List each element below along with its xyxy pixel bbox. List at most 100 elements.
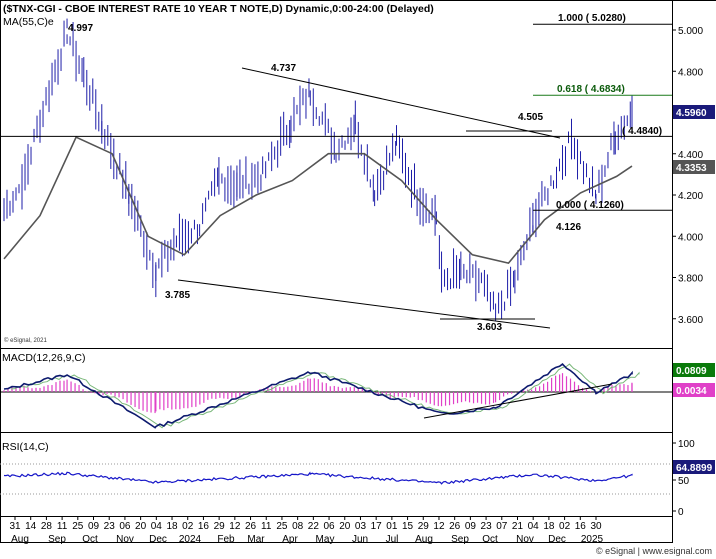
date-tick-label-29: 09 [465,521,477,532]
lower-channel-line [177,279,551,329]
annotation-high-nov: 4.505 [518,112,543,123]
tag-last-price-text: 4.5960 [676,108,707,119]
price-tick-label-7: 3.600 [678,315,703,326]
macd-panel [0,363,672,429]
panel-border-2 [0,432,673,517]
date-tick-label-30: 23 [481,521,493,532]
month-label-1: Sep [48,534,66,545]
annotation-high-apr: 4.737 [271,63,296,74]
date-tick-label-14: 12 [229,521,241,532]
rsi-tick-label-1: 50 [678,476,690,487]
date-tick-label-21: 20 [339,521,351,532]
date-tick-label-0: 31 [9,521,21,532]
month-label-3: Nov [116,534,134,545]
macd-signal-line [10,363,640,429]
tag-rsi: 64.8899 [673,460,715,474]
time-axis: 31 14 28 11 25 09 23 06 20 04 18 02 16 29 12 26 11 25 08 22… [9,516,604,545]
date-tick-label-22: 03 [355,521,367,532]
tag-last-price: 4.5960 [673,105,715,119]
date-tick-label-24: 01 [386,521,398,532]
annotation-low-jan: 3.785 [165,290,190,301]
date-tick-label-3: 11 [57,521,68,532]
date-tick-label-37: 30 [590,521,602,532]
date-tick-label-20: 06 [323,521,335,532]
date-tick-label-25: 15 [402,521,414,532]
month-label-13: Sep [451,534,469,545]
macd-legend: MACD(12,26,9,C) [2,352,85,364]
esignal-small-copyright: © eSignal, 2021 [4,337,47,344]
panel-border-0 [0,0,673,349]
ma55-line [3,136,633,264]
date-tick-label-32: 21 [512,521,524,532]
annotation-low-sep: 3.603 [477,322,502,333]
date-tick-label-5: 09 [88,521,100,532]
date-tick-label-34: 18 [543,521,555,532]
tag-macd: 0.0809 [673,363,715,377]
date-tick-label-11: 02 [182,521,194,532]
footer-copyright: © eSignal | www.esignal.com [596,546,712,556]
tag-hist-text: 0.0034 [676,386,707,397]
rsi-line [3,471,633,485]
fib-0000-label: 0.000 ( 4.1260) [556,200,624,211]
month-label-8: Apr [282,534,298,545]
date-tick-label-27: 12 [433,521,445,532]
panel-border-3 [0,516,673,543]
level-4484-label: ( 4.4840) [622,126,662,137]
rsi-tick-label-0: 100 [678,439,695,450]
date-tick-label-17: 25 [276,521,288,532]
macd-line [3,363,633,429]
date-tick-label-15: 26 [245,521,257,532]
date-tick-label-31: 07 [496,521,508,532]
date-tick-label-28: 26 [449,521,461,532]
date-tick-label-36: 16 [575,521,587,532]
tag-macd-text: 0.0809 [676,366,707,377]
price-tick-label-0: 5.000 [678,26,703,37]
date-tick-label-23: 17 [371,521,383,532]
date-tick-label-12: 16 [198,521,210,532]
rsi-tick-label-2: 0 [678,507,684,518]
tag-ma: 4.3353 [673,160,715,174]
date-tick-label-35: 02 [559,521,571,532]
panel-frames [0,0,716,543]
rsi-panel: 100 50 0 [0,439,695,518]
date-tick-label-4: 25 [72,521,84,532]
month-label-14: Oct [482,534,498,545]
month-label-17: 2025 [581,534,604,545]
month-label-15: Nov [516,534,534,545]
annotation-high-2023: 4.997 [68,23,93,34]
date-tick-label-2: 28 [41,521,53,532]
price-tick-label-1: 4.800 [678,67,703,78]
price-tick-label-3: 4.400 [678,150,703,161]
month-label-12: Aug [415,534,433,545]
annotation-low-dec: 4.126 [556,222,581,233]
date-tick-label-8: 20 [135,521,147,532]
upper-channel-line [241,67,561,139]
month-label-0: Aug [11,534,29,545]
tag-rsi-text: 64.8899 [676,463,713,474]
date-tick-label-19: 22 [308,521,320,532]
chart-title: ($TNX-CGI - CBOE INTEREST RATE 10 YEAR T… [3,3,434,15]
month-label-9: May [316,534,335,545]
rsi-legend: RSI(14,C) [2,441,49,453]
price-tick-label-5: 4.000 [678,232,703,243]
month-label-16: Dec [548,534,566,545]
month-label-10: Jun [352,534,368,545]
month-label-7: Mar [247,534,265,545]
date-tick-label-33: 04 [528,521,540,532]
date-tick-label-18: 08 [292,521,304,532]
price-tick-label-4: 4.200 [678,191,703,202]
date-tick-label-6: 23 [104,521,116,532]
ma-legend: MA(55,C)e [3,16,54,28]
month-label-4: Dec [149,534,167,545]
month-label-2: Oct [82,534,98,545]
date-tick-label-7: 06 [119,521,131,532]
date-tick-label-1: 14 [25,521,37,532]
month-label-5: 2024 [179,534,202,545]
price-tick-label-6: 3.800 [678,274,703,285]
date-tick-label-26: 29 [418,521,430,532]
date-tick-label-13: 29 [214,521,226,532]
macd-trendline [423,383,613,419]
date-tick-label-10: 18 [166,521,178,532]
